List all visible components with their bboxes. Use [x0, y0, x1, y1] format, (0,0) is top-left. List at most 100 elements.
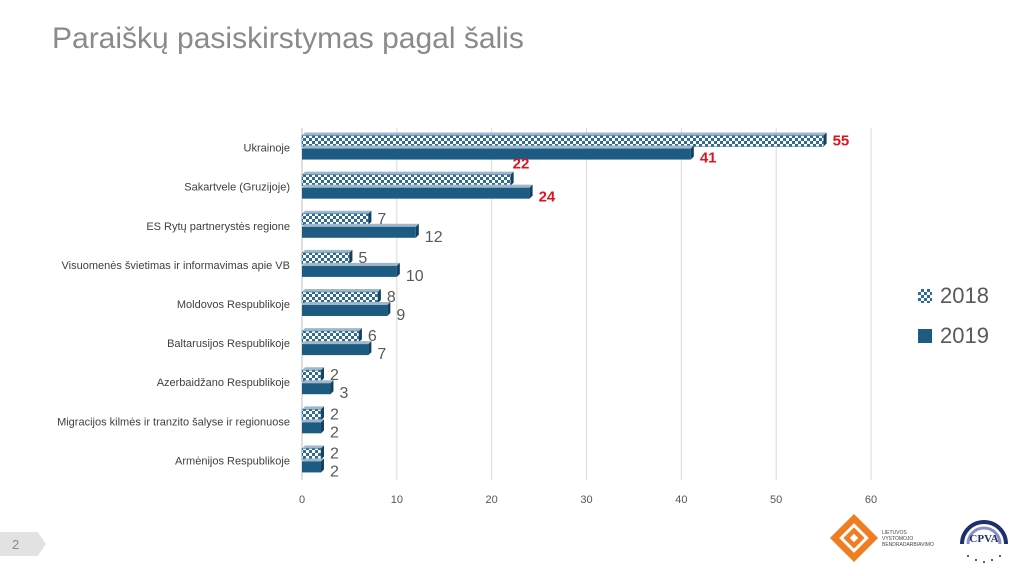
value-label-2018: 5	[358, 250, 367, 267]
bar-2019	[302, 383, 331, 395]
cpva-logo-text: CPVA	[969, 533, 998, 545]
bar-top-face	[302, 171, 514, 175]
org-logo: LIETUVOS VYSTOMOJO BENDRADARBIAVIMO	[829, 513, 934, 563]
bars	[301, 132, 827, 473]
org-logo-line-3: BENDRADARBIAVIMO	[882, 542, 934, 548]
value-label-2018: 8	[387, 289, 396, 306]
value-label-2019: 7	[377, 346, 386, 363]
value-label-2019: 2	[330, 424, 339, 441]
chart-legend: 2018 2019	[918, 276, 989, 356]
bar-side-face	[377, 289, 381, 303]
legend-item-2019: 2019	[918, 316, 989, 356]
category-label: Sakartvele (Gruzijoje)	[184, 182, 290, 194]
bar-2018	[301, 409, 322, 421]
bar-side-face	[320, 406, 324, 421]
bar-side-face	[529, 184, 533, 199]
bar-top-face	[302, 223, 419, 227]
bar-top-face	[302, 419, 324, 423]
x-tick-label: 50	[770, 494, 782, 506]
x-tick-label: 10	[391, 494, 403, 506]
x-tick-label: 40	[675, 494, 687, 506]
bar-2019	[302, 422, 321, 434]
bar-top-face	[302, 289, 381, 292]
bar-side-face	[415, 223, 419, 238]
bar-top-face	[302, 184, 533, 188]
x-tick-label: 20	[486, 494, 498, 506]
x-tick-label: 60	[865, 494, 877, 506]
bar-side-face	[330, 380, 334, 395]
value-label-2019: 9	[396, 307, 405, 324]
category-label: Migracijos kilmės ir tranzito šalyse ir …	[57, 416, 290, 428]
bar-2018	[301, 369, 322, 382]
bar-side-face	[349, 249, 353, 264]
bar-top-face	[302, 458, 324, 462]
value-label-2019: 3	[339, 385, 348, 402]
bar-top-face	[302, 406, 324, 410]
bar-side-face	[823, 132, 827, 147]
category-label: Ukrainoje	[244, 143, 290, 155]
bar-side-face	[690, 145, 694, 160]
bar-2018	[301, 174, 511, 186]
bar-2019	[302, 461, 321, 473]
legend-label-2019: 2019	[940, 323, 989, 348]
bar-side-face	[387, 302, 391, 316]
value-label-2019: 2	[330, 463, 339, 480]
value-label-2018: 55	[833, 133, 850, 150]
legend-swatch-2019	[918, 329, 932, 343]
slide-title: Paraiškų pasiskirstymas pagal šalis	[52, 22, 524, 55]
category-label: Moldovos Respublikoje	[177, 299, 290, 311]
page-number: 2	[0, 532, 46, 556]
x-axis-ticks: 0 10 20 30 40 50 60	[299, 494, 877, 506]
bar-top-face	[302, 302, 391, 305]
org-logo-line-2: VYSTOMOJO	[882, 536, 913, 542]
category-label: Armėnijos Respublikoje	[175, 455, 290, 467]
value-label-2018: 7	[377, 211, 386, 228]
bar-2019	[302, 344, 369, 356]
bar-side-face	[368, 210, 372, 225]
bar-top-face	[302, 445, 324, 449]
category-label: Baltarusijos Respublikoje	[167, 338, 290, 350]
bar-top-face	[302, 210, 372, 214]
bar-side-face	[510, 171, 514, 186]
bar-2018	[301, 291, 379, 304]
bar-2019	[302, 148, 691, 160]
legend-label-2018: 2018	[940, 283, 989, 308]
x-tick-label: 0	[299, 494, 305, 506]
bar-top-face	[302, 145, 694, 149]
value-label-2018: 2	[330, 406, 339, 423]
bar-2018	[301, 448, 322, 460]
bar-side-face	[320, 419, 324, 434]
value-label-2018: 2	[330, 445, 339, 462]
category-label: Azerbaidžano Respublikoje	[157, 377, 290, 389]
bar-side-face	[368, 341, 372, 356]
category-label: ES Rytų partnerystės regione	[146, 221, 290, 233]
value-label-2019: 41	[700, 150, 717, 167]
bar-side-face	[320, 445, 324, 460]
bar-top-face	[302, 132, 827, 136]
bar-side-face	[396, 262, 400, 277]
legend-swatch-2018	[918, 289, 932, 303]
value-label-2018: 6	[368, 328, 377, 345]
bar-top-face	[302, 367, 324, 371]
bar-2019	[302, 187, 530, 199]
bar-top-face	[302, 341, 372, 345]
bar-top-face	[302, 249, 353, 253]
value-label-2019: 24	[539, 189, 556, 206]
bar-2019	[302, 226, 416, 238]
bar-top-face	[302, 262, 400, 266]
bar-2018	[301, 135, 824, 147]
category-label: Visuomenės švietimas ir informavimas api…	[62, 260, 290, 272]
bar-2018	[301, 213, 369, 226]
bar-side-face	[320, 367, 324, 382]
category-labels: Ukrainoje Sakartvele (Gruzijoje) ES Rytų p…	[57, 143, 290, 468]
bar-2018	[301, 330, 360, 343]
bar-2018	[301, 252, 350, 265]
value-label-2019: 12	[425, 229, 443, 246]
cpva-logo: CPVA	[960, 520, 1008, 563]
org-logo-line-1: LIETUVOS	[882, 530, 907, 536]
bar-2019	[302, 305, 388, 316]
value-label-2018: 22	[513, 156, 530, 173]
x-tick-label: 30	[580, 494, 592, 506]
